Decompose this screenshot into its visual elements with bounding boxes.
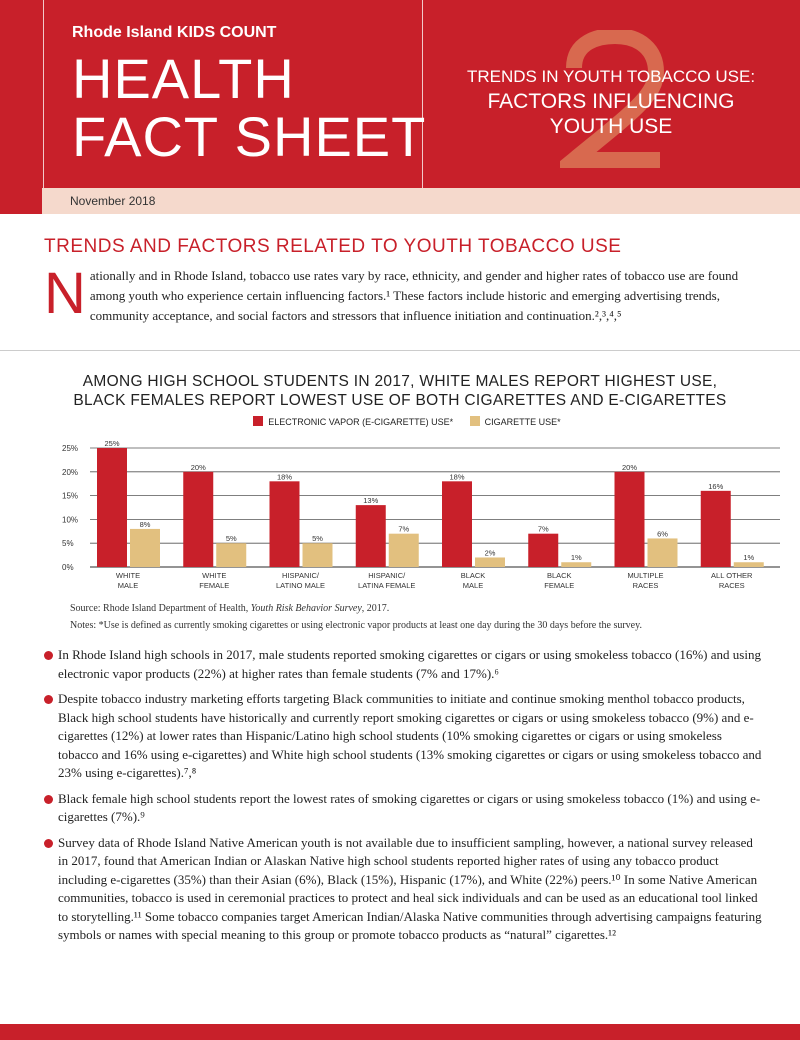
title-line: FACT SHEET [72,105,427,168]
y-tick-label: 25% [62,444,78,453]
data-label: 25% [104,439,119,448]
chart-title: AMONG HIGH SCHOOL STUDENTS IN 2017, WHIT… [40,372,760,410]
bullet-item: Despite tobacco industry marketing effor… [44,690,764,783]
subtitle-line: FACTORS INFLUENCING [487,90,735,113]
x-tick-label: HISPANIC/ [368,571,406,580]
header-banner: Rhode Island KIDS COUNT HEALTH FACT SHEET… [0,0,800,188]
bar [700,490,731,567]
divider [422,0,423,188]
bullet-item: Survey data of Rhode Island Native Ameri… [44,834,764,945]
x-tick-label: MALE [118,581,138,590]
bar [475,557,505,567]
source-text: Source: Rhode Island Department of Healt… [70,603,251,614]
x-tick-label: WHITE [202,571,226,580]
data-label: 7% [538,525,549,534]
y-tick-label: 20% [62,468,78,477]
x-tick-label: MALE [463,581,483,590]
section-heading: TRENDS AND FACTORS RELATED TO YOUTH TOBA… [44,236,622,257]
bar [442,481,472,567]
x-tick-label: MULTIPLE [627,571,663,580]
y-tick-label: 5% [62,539,74,548]
subtitle-line: TRENDS IN YOUTH TOBACCO USE: [466,67,756,86]
x-tick-label: RACES [719,581,745,590]
title-line: HEALTH [72,47,295,110]
bar [614,471,645,567]
legend-label: CIGARETTE USE* [484,417,561,427]
bar [647,538,678,567]
y-tick-label: 0% [62,563,74,572]
bullet-item: In Rhode Island high schools in 2017, ma… [44,646,764,683]
bar [183,471,214,567]
data-label: 5% [226,534,237,543]
x-tick-label: LATINA FEMALE [358,581,415,590]
bullet-item: Black female high school students report… [44,790,764,827]
x-tick-label: FEMALE [199,581,229,590]
legend-label: ELECTRONIC VAPOR (E-CIGARETTE) USE* [268,417,454,427]
chart-title-line: AMONG HIGH SCHOOL STUDENTS IN 2017, WHIT… [82,373,718,390]
source-title: Youth Risk Behavior Survey [250,603,362,614]
bar [733,562,764,567]
data-label: 20% [622,463,637,472]
data-label: 1% [743,553,754,562]
y-tick-label: 15% [62,492,78,501]
subtitle-line: YOUTH USE [549,115,673,138]
chart-notes: Notes: *Use is defined as currently smok… [70,620,642,631]
source-text: , 2017. [361,603,390,614]
data-label: 6% [657,529,668,538]
data-label: 2% [485,548,496,557]
bar [216,543,247,567]
bar [269,481,300,567]
bar-chart: 0%5%10%15%20%25%25%8%WHITEMALE20%5%WHITE… [62,439,780,590]
divider [0,350,800,351]
bar [561,562,592,567]
legend-swatch [469,416,480,426]
bar [355,505,386,567]
data-label: 16% [708,482,723,491]
x-tick-label: BLACK [547,571,572,580]
bar [97,448,127,567]
chart-source: Source: Rhode Island Department of Healt… [70,600,642,634]
intro-text: ationally and in Rhode Island, tobacco u… [89,268,739,323]
y-tick-label: 10% [62,515,78,524]
date: November 2018 [70,194,156,208]
x-tick-label: ALL OTHER [711,571,753,580]
data-label: 7% [398,525,409,534]
date-band: November 2018 [0,188,800,214]
x-tick-label: HISPANIC/ [282,571,320,580]
data-label: 8% [140,520,151,529]
data-label: 5% [312,534,323,543]
drop-cap: N [44,261,86,326]
data-label: 20% [191,463,206,472]
bar [130,528,160,567]
bullet-list: In Rhode Island high schools in 2017, ma… [44,646,764,952]
chart-legend: ELECTRONIC VAPOR (E-CIGARETTE) USE* CIGA… [0,416,800,427]
bar [302,543,333,567]
footer-bar [0,1024,800,1040]
divider [43,0,44,188]
legend-swatch [253,416,264,426]
x-tick-label: FEMALE [544,581,574,590]
bar [528,533,559,567]
data-label: 1% [571,553,582,562]
x-tick-label: WHITE [116,571,140,580]
data-label: 13% [363,496,378,505]
x-tick-label: RACES [633,581,659,590]
org-name: Rhode Island KIDS COUNT [72,24,277,41]
x-tick-label: BLACK [461,571,486,580]
x-tick-label: LATINO MALE [276,581,325,590]
page-title: HEALTH FACT SHEET [72,50,426,166]
bar [388,533,419,567]
issue-number-watermark [560,30,665,168]
subtitle: TRENDS IN YOUTH TOBACCO USE: FACTORS INF… [436,64,786,139]
data-label: 18% [277,472,292,481]
chart-title-line: BLACK FEMALES REPORT LOWEST USE OF BOTH … [73,392,727,409]
data-label: 18% [449,472,464,481]
